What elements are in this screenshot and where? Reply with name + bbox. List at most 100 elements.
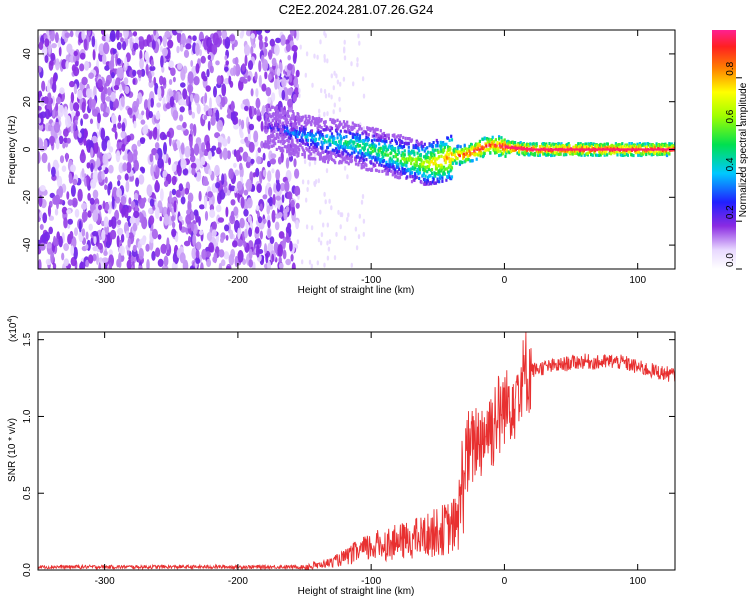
heatmap-signal-cell bbox=[418, 176, 421, 180]
heatmap-signal-cell bbox=[413, 153, 416, 157]
heatmap-noise-cell bbox=[246, 197, 253, 209]
heatmap-noise-cell bbox=[132, 244, 137, 252]
heatmap-signal-cell bbox=[382, 164, 386, 168]
heatmap-noise-cell bbox=[63, 106, 68, 119]
heatmap-signal-cell bbox=[347, 124, 350, 128]
heatmap-signal-cell bbox=[594, 149, 597, 153]
heatmap-noise-cell bbox=[97, 242, 103, 250]
heatmap-noise-cell bbox=[223, 186, 228, 194]
heatmap-signal-cell bbox=[605, 150, 608, 154]
heatmap-signal-cell bbox=[304, 119, 307, 123]
heatmap-signal-cell bbox=[508, 151, 511, 155]
heatmap-signal-cell bbox=[413, 145, 416, 150]
heatmap-signal-cell bbox=[599, 153, 602, 157]
heatmap-signal-cell bbox=[430, 155, 434, 159]
heatmap-signal-cell bbox=[367, 153, 370, 157]
heatmap-signal-cell bbox=[314, 137, 318, 141]
heatmap-signal-cell bbox=[612, 144, 615, 148]
heatmap-signal-cell bbox=[400, 153, 403, 158]
heatmap-signal-cell bbox=[397, 165, 400, 169]
heatmap-signal-cell bbox=[436, 177, 439, 181]
heatmap-noise-cell bbox=[221, 83, 227, 97]
heatmap-signal-cell bbox=[644, 142, 647, 146]
heatmap-signal-cell bbox=[405, 163, 408, 167]
heatmap-signal-cell bbox=[423, 182, 426, 186]
heatmap-noise-cell bbox=[215, 60, 220, 66]
snr-scale-base: (x10 bbox=[8, 322, 19, 342]
heatmap-noise-cell bbox=[281, 89, 286, 101]
heatmap-noise-cell bbox=[190, 93, 194, 103]
heatmap-signal-cell bbox=[315, 144, 318, 148]
heatmap-noise-cell bbox=[38, 123, 44, 131]
heatmap-noise-cell bbox=[324, 93, 328, 99]
heatmap-noise-cell bbox=[154, 206, 160, 219]
heatmap-signal-cell bbox=[583, 153, 586, 157]
heatmap-noise-cell bbox=[81, 202, 88, 210]
heatmap-signal-cell bbox=[270, 115, 273, 119]
heatmap-signal-cell bbox=[336, 118, 339, 122]
heatmap-signal-cell bbox=[499, 145, 502, 149]
heatmap-signal-cell bbox=[391, 173, 394, 177]
heatmap-noise-cell bbox=[245, 178, 252, 192]
heatmap-signal-cell bbox=[659, 151, 662, 155]
heatmap-noise-cell bbox=[139, 238, 146, 246]
heatmap-noise-cell bbox=[159, 216, 163, 222]
heatmap-noise-cell bbox=[88, 72, 94, 79]
heatmap-signal-cell bbox=[455, 150, 458, 154]
heatmap-noise-cell bbox=[189, 136, 193, 149]
heatmap-signal-cell bbox=[453, 150, 456, 155]
heatmap-signal-cell bbox=[550, 143, 553, 147]
heatmap-noise-cell bbox=[303, 159, 307, 165]
heatmap-noise-cell bbox=[52, 109, 56, 118]
colorbar-tick-label: 0.4 bbox=[725, 157, 736, 171]
snr-y-tick-label: 0.5 bbox=[22, 486, 33, 500]
heatmap-noise-cell bbox=[264, 36, 268, 43]
heatmap-noise-cell bbox=[287, 98, 294, 108]
heatmap-noise-cell bbox=[305, 224, 309, 230]
heatmap-noise-cell bbox=[87, 210, 92, 218]
heatmap-signal-cell bbox=[630, 153, 633, 157]
heatmap-noise-cell bbox=[100, 90, 106, 103]
heatmap-signal-cell bbox=[632, 153, 635, 158]
heatmap-noise-cell bbox=[289, 240, 293, 252]
heatmap-noise-cell bbox=[233, 162, 237, 168]
heatmap-signal-cell bbox=[503, 148, 506, 152]
heatmap-signal-cell bbox=[357, 123, 360, 127]
heatmap-signal-cell bbox=[310, 142, 313, 147]
heatmap-noise-cell bbox=[295, 202, 300, 209]
heatmap-noise-cell bbox=[149, 153, 154, 163]
heatmap-signal-cell bbox=[374, 163, 377, 167]
heatmap-signal-cell bbox=[408, 152, 411, 156]
heatmap-noise-cell bbox=[44, 55, 49, 63]
heatmap-noise-cell bbox=[116, 235, 120, 248]
heatmap-signal-cell bbox=[271, 131, 274, 135]
heatmap-signal-cell bbox=[494, 147, 497, 151]
heatmap-signal-cell bbox=[548, 142, 551, 146]
heatmap-noise-cell bbox=[223, 251, 230, 260]
heatmap-signal-cell bbox=[382, 150, 385, 154]
heatmap-signal-cell bbox=[302, 126, 306, 130]
heatmap-noise-cell bbox=[41, 152, 48, 164]
heatmap-signal-cell bbox=[349, 131, 352, 135]
heatmap-signal-cell bbox=[378, 161, 382, 165]
heatmap-signal-cell bbox=[542, 152, 545, 156]
heatmap-signal-cell bbox=[362, 140, 366, 144]
heatmap-noise-cell bbox=[183, 128, 189, 136]
heatmap-signal-cell bbox=[602, 143, 605, 147]
heatmap-signal-cell bbox=[337, 144, 340, 148]
snr-y-label: SNR (10 * v/v) bbox=[7, 418, 18, 482]
heatmap-noise-cell bbox=[92, 189, 99, 199]
heatmap-noise-cell bbox=[229, 185, 236, 192]
heatmap-signal-cell bbox=[450, 177, 453, 181]
heatmap-signal-cell bbox=[309, 121, 312, 125]
heatmap-signal-cell bbox=[342, 151, 345, 155]
heatmap-noise-cell bbox=[69, 230, 74, 240]
heatmap-signal-cell bbox=[268, 114, 271, 118]
heatmap-signal-cell bbox=[372, 128, 375, 132]
heatmap-noise-cell bbox=[56, 96, 61, 105]
colorbar-tick-label: 0.2 bbox=[725, 205, 736, 219]
heatmap-signal-cell bbox=[292, 117, 295, 121]
heatmap-noise-cell bbox=[268, 49, 273, 60]
heatmap-signal-cell bbox=[291, 110, 294, 114]
snr-plot-area bbox=[38, 332, 675, 570]
